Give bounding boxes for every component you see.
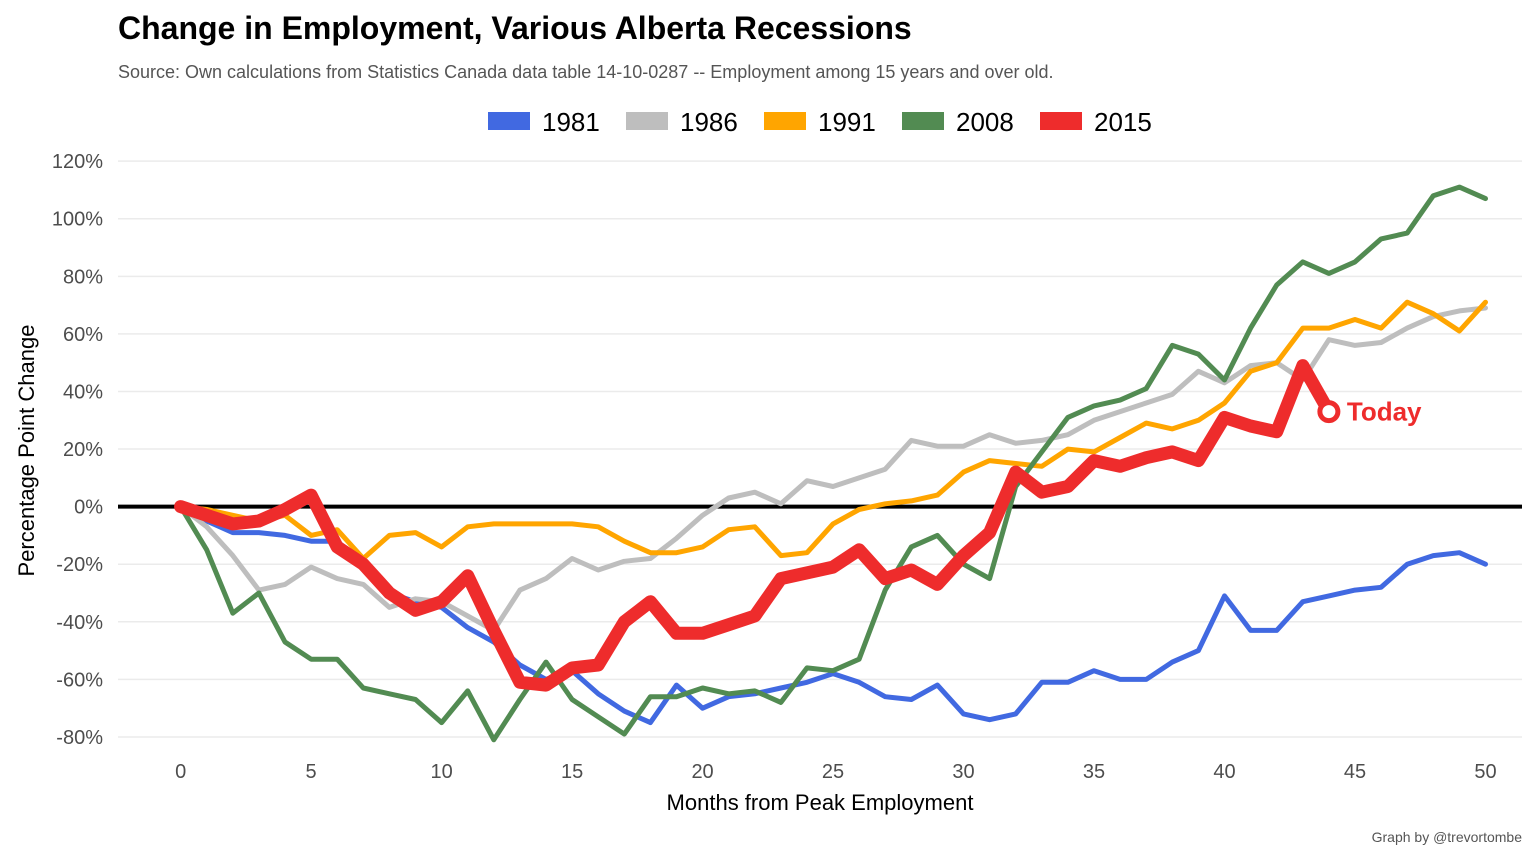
y-tick-label: 100% [52,209,103,231]
x-tick-label: 5 [306,761,317,783]
y-tick-label: 40% [63,381,103,403]
y-tick-label: 0% [74,497,103,519]
legend-swatch-2008 [902,112,944,130]
legend-swatch-1986 [626,112,668,130]
x-tick-label: 20 [691,761,713,783]
x-tick-label: 0 [175,761,186,783]
y-tick-label: -40% [56,612,103,634]
y-tick-label: 60% [63,324,103,346]
y-tick-label: -20% [56,554,103,576]
axis-labels: -80% -60% -40% -20% 0% 20% 40% 60% 80% 100% 120% 0 5… [14,151,1497,815]
y-axis-title: Percentage Point Change [14,325,39,577]
series-line-2015 [174,359,1336,692]
legend-swatch-2015 [1040,112,1082,130]
legend: 1981 1986 1991 2008 2015 [488,107,1152,137]
series-line-1991 [178,299,1488,561]
today-annotation: Today [1317,397,1422,427]
x-tick-label: 50 [1474,761,1496,783]
y-tick-label: 80% [63,266,103,288]
legend-label-1981: 1981 [542,107,600,137]
legend-label-2008: 2008 [956,107,1014,137]
x-tick-label: 30 [952,761,974,783]
legend-swatch-1991 [764,112,806,130]
series-line-2008 [178,184,1488,743]
x-axis-title: Months from Peak Employment [667,790,974,815]
y-tick-label: 20% [63,439,103,461]
series-lines [174,184,1488,743]
y-tick-label: 120% [52,151,103,173]
x-tick-label: 45 [1344,761,1366,783]
legend-label-1991: 1991 [818,107,876,137]
x-tick-label: 15 [561,761,583,783]
legend-swatch-1981 [488,112,530,130]
chart-title: Change in Employment, Various Alberta Re… [118,10,912,46]
legend-label-1986: 1986 [680,107,738,137]
x-tick-label: 10 [430,761,452,783]
y-tick-label: -80% [56,727,103,749]
legend-label-2015: 2015 [1094,107,1152,137]
today-marker [1317,400,1341,424]
grid-lines [118,160,1522,738]
chart-subtitle: Source: Own calculations from Statistics… [118,62,1054,82]
x-tick-label: 35 [1083,761,1105,783]
graph-credit: Graph by @trevortombe [1371,829,1522,845]
today-label: Today [1347,397,1422,427]
y-tick-label: -60% [56,669,103,691]
x-tick-label: 40 [1213,761,1235,783]
x-tick-label: 25 [822,761,844,783]
